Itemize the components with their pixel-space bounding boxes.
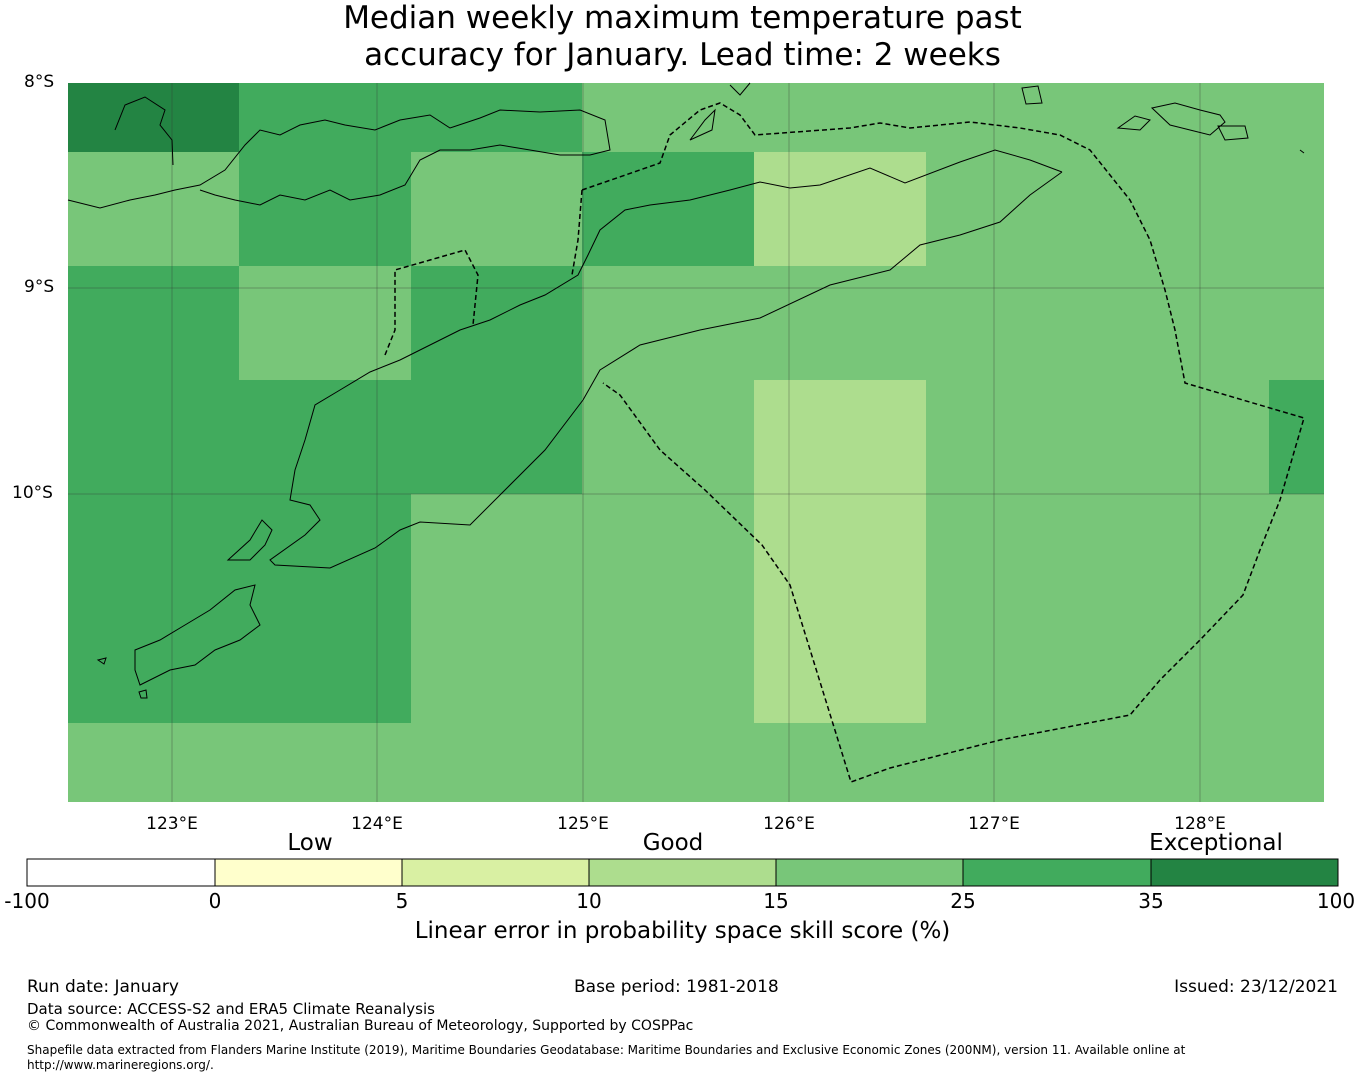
category-low: Low <box>287 830 333 856</box>
lon-label: 128°E <box>1174 814 1226 834</box>
category-good: Good <box>642 830 704 856</box>
lon-label: 126°E <box>763 814 815 834</box>
lon-label: 127°E <box>968 814 1020 834</box>
colorbar-bin <box>962 858 1152 887</box>
graticule <box>68 83 1324 802</box>
lat-label: 9°S <box>24 277 55 297</box>
skill-cell <box>68 266 239 723</box>
colorbar <box>26 858 1339 887</box>
shapefile-credit-line-1: Shapefile data extracted from Flanders M… <box>27 1043 1186 1057</box>
issued-date: Issued: 23/12/2021 <box>1174 977 1338 997</box>
title-line-1: Median weekly maximum temperature past <box>343 0 1022 36</box>
colorbar-tick: 5 <box>395 889 409 913</box>
skill-cell <box>239 380 411 723</box>
colorbar-bin <box>401 858 590 887</box>
maritime-boundary <box>384 102 1305 783</box>
lon-label: 124°E <box>351 814 403 834</box>
colorbar-tick: 10 <box>576 889 602 913</box>
data-source: Data source: ACCESS-S2 and ERA5 Climate … <box>27 1000 435 1018</box>
colorbar-tick: -100 <box>4 889 50 913</box>
lat-label: 10°S <box>12 483 53 503</box>
colorbar-bin <box>214 858 403 887</box>
colorbar-tick: 25 <box>950 889 976 913</box>
colorbar-bin <box>775 858 964 887</box>
colorbar-bin <box>1150 858 1339 887</box>
coastline <box>67 82 1305 699</box>
copyright: © Commonwealth of Australia 2021, Austra… <box>27 1018 694 1034</box>
skill-cell <box>411 266 582 494</box>
lon-label: 123°E <box>146 814 198 834</box>
lat-label: 8°S <box>24 72 55 92</box>
skill-cell <box>239 83 582 152</box>
skill-cell <box>239 152 411 266</box>
base-period: Base period: 1981-2018 <box>574 977 779 997</box>
category-exceptional: Exceptional <box>1149 830 1283 856</box>
skill-cell <box>1269 380 1324 494</box>
skill-cell <box>754 380 926 723</box>
run-date: Run date: January <box>27 977 179 997</box>
title-line-2: accuracy for January. Lead time: 2 weeks <box>364 37 1001 73</box>
colorbar-tick: 0 <box>208 889 222 913</box>
lon-label: 125°E <box>557 814 609 834</box>
skill-cell <box>68 83 239 152</box>
colorbar-label: Linear error in probability space skill … <box>414 918 951 944</box>
colorbar-bin <box>26 858 216 887</box>
map-title: Median weekly maximum temperature past a… <box>0 0 1365 74</box>
colorbar-tick: 15 <box>763 889 789 913</box>
colorbar-tick: 35 <box>1138 889 1164 913</box>
colorbar-bin <box>588 858 777 887</box>
skill-cell <box>582 152 754 266</box>
colorbar-tick: 100 <box>1316 889 1356 913</box>
shapefile-credit-line-2: http://www.marineregions.org/. <box>27 1058 214 1072</box>
skill-cell <box>754 152 926 266</box>
